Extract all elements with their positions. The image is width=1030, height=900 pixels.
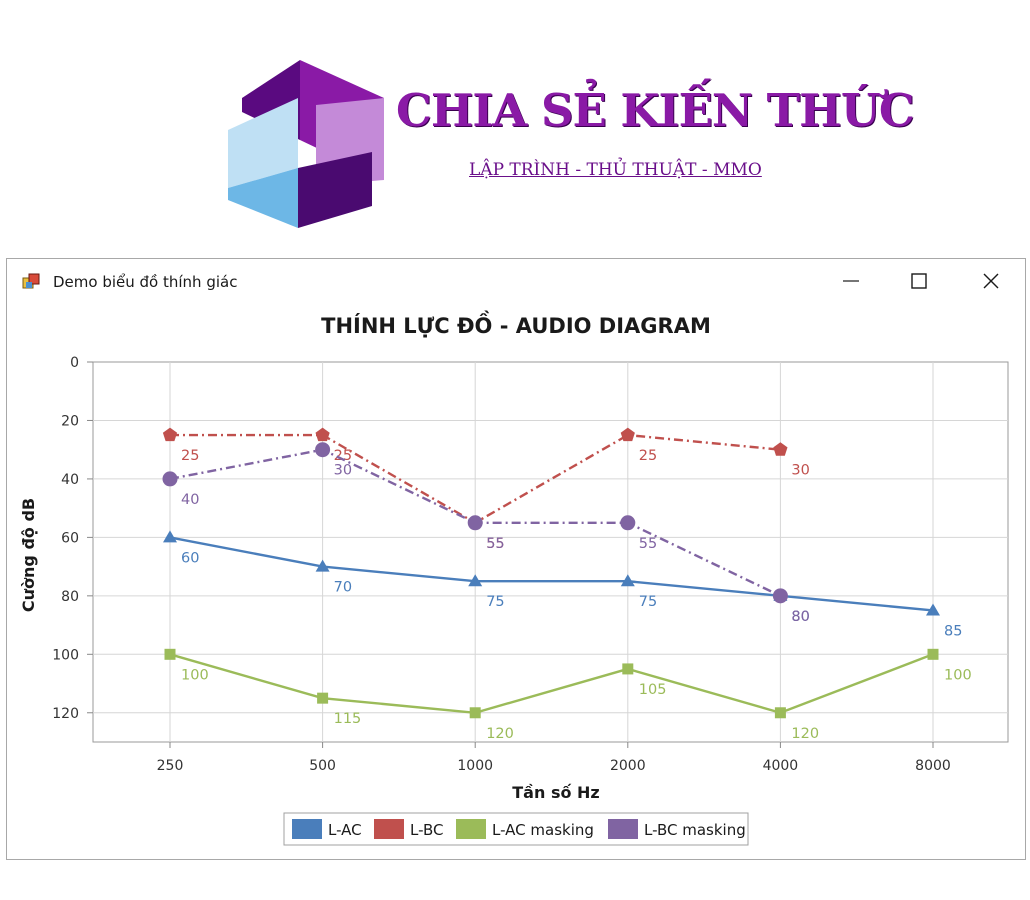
data-label: 120 bbox=[486, 726, 514, 742]
brand-title: CHIA SẺ KIẾN THỨC bbox=[396, 84, 915, 137]
y-tick-label: 100 bbox=[52, 647, 79, 663]
data-label: 25 bbox=[639, 448, 657, 464]
window-titlebar[interactable]: Demo biểu đồ thính giác bbox=[7, 259, 1025, 305]
data-point bbox=[622, 663, 634, 675]
minimize-button[interactable] bbox=[827, 263, 875, 299]
series-l-ac-masking: 100 115 120 105 120 100 bbox=[164, 648, 972, 742]
data-label: 55 bbox=[486, 536, 504, 552]
data-label: 80 bbox=[791, 609, 809, 625]
close-button[interactable] bbox=[967, 263, 1015, 299]
data-point bbox=[164, 648, 176, 660]
data-label: 115 bbox=[334, 711, 362, 727]
legend-swatch bbox=[374, 819, 404, 839]
data-point bbox=[468, 574, 483, 587]
legend-label: L-AC bbox=[328, 821, 362, 839]
data-label: 55 bbox=[639, 536, 657, 552]
data-point bbox=[315, 559, 330, 572]
data-point bbox=[772, 588, 788, 604]
data-label: 30 bbox=[334, 463, 352, 479]
close-icon bbox=[983, 273, 999, 289]
data-point bbox=[163, 530, 177, 543]
series-l-bc-masking: 40 30 55 55 80 bbox=[162, 442, 810, 625]
x-tick-label: 4000 bbox=[763, 758, 799, 774]
data-label: 70 bbox=[334, 580, 352, 596]
y-tick-label: 80 bbox=[61, 589, 79, 605]
data-label: 120 bbox=[791, 726, 819, 742]
legend-swatch bbox=[456, 819, 486, 839]
data-point bbox=[620, 427, 635, 442]
data-label: 60 bbox=[181, 550, 199, 566]
x-tick-label: 250 bbox=[157, 758, 184, 774]
y-axis-label: Cường độ dB bbox=[19, 498, 38, 612]
data-point bbox=[620, 574, 635, 587]
chart-legend: L-AC L-BC L-AC masking L-BC masking bbox=[283, 812, 749, 846]
logo-cube-blue-top bbox=[228, 98, 298, 188]
data-point bbox=[467, 515, 483, 531]
data-point bbox=[162, 471, 178, 487]
data-point bbox=[317, 692, 329, 704]
data-label: 105 bbox=[639, 682, 667, 698]
legend-swatch bbox=[292, 819, 322, 839]
maximize-icon bbox=[911, 273, 927, 289]
legend-frame bbox=[283, 812, 749, 846]
data-label: 100 bbox=[181, 667, 209, 683]
data-label: 75 bbox=[486, 594, 504, 610]
y-tick-label: 20 bbox=[61, 413, 79, 429]
brand-logo bbox=[228, 60, 384, 228]
series-line bbox=[169, 653, 934, 715]
data-point bbox=[620, 515, 636, 531]
legend-label: L-BC bbox=[410, 821, 443, 839]
data-point bbox=[469, 707, 481, 719]
data-label: 40 bbox=[181, 492, 199, 508]
plot-frame bbox=[92, 361, 1009, 743]
x-tick-label: 8000 bbox=[915, 758, 951, 774]
data-point bbox=[774, 707, 786, 719]
data-point bbox=[315, 442, 331, 458]
data-label: 30 bbox=[791, 463, 809, 479]
data-label: 25 bbox=[181, 448, 199, 464]
legend-label: L-AC masking bbox=[492, 821, 594, 839]
window-title: Demo biểu đồ thính giác bbox=[53, 273, 238, 291]
data-label: 80 bbox=[791, 609, 809, 625]
x-tick-label: 1000 bbox=[457, 758, 493, 774]
data-label: 25 bbox=[334, 448, 352, 464]
plot-area: 0 20 40 60 80 100 120 250 500 1000 2000 4000 8000 60 7… bbox=[52, 355, 1009, 774]
data-point bbox=[315, 427, 330, 442]
data-label: 55 bbox=[486, 536, 504, 552]
data-point bbox=[926, 603, 940, 616]
legend-swatch bbox=[608, 819, 638, 839]
logo-cube-dark bbox=[298, 152, 372, 228]
y-tick-label: 40 bbox=[61, 472, 79, 488]
x-tick-label: 2000 bbox=[610, 758, 646, 774]
x-axis-label: Tần số Hz bbox=[512, 783, 599, 802]
series-line bbox=[169, 536, 934, 612]
chart-title: THÍNH LỰC ĐỒ - AUDIO DIAGRAM bbox=[321, 310, 711, 338]
app-icon bbox=[22, 273, 40, 289]
maximize-button[interactable] bbox=[895, 263, 943, 299]
minimize-icon bbox=[843, 280, 859, 282]
audiogram-chart: THÍNH LỰC ĐỒ - AUDIO DIAGRAM 0 20 40 60 80 10… bbox=[19, 310, 1009, 846]
data-point bbox=[162, 427, 178, 442]
logo-cube-blue-bottom bbox=[228, 168, 298, 228]
y-tick-label: 60 bbox=[61, 530, 79, 546]
brand-subtitle: LẬP TRÌNH - THỦ THUẬT - MMO bbox=[469, 160, 762, 180]
y-tick-label: 0 bbox=[70, 355, 79, 371]
legend-label: L-BC masking bbox=[644, 821, 746, 839]
data-label: 100 bbox=[944, 667, 972, 683]
x-tick-label: 500 bbox=[309, 758, 336, 774]
data-point bbox=[773, 442, 788, 456]
y-tick-label: 120 bbox=[52, 706, 79, 722]
data-point bbox=[927, 648, 939, 660]
data-label: 85 bbox=[944, 623, 962, 639]
data-label: 75 bbox=[639, 594, 657, 610]
